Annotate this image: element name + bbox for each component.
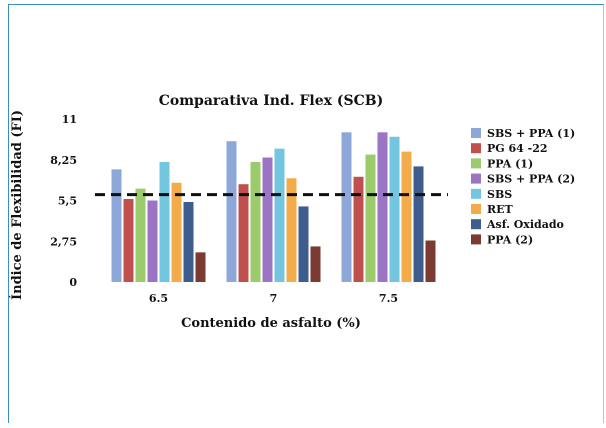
bar	[171, 182, 182, 282]
bar	[274, 148, 285, 282]
bar	[226, 141, 237, 282]
legend-swatch	[471, 188, 481, 199]
bar	[262, 157, 273, 282]
bar	[183, 201, 194, 282]
bar	[238, 184, 249, 282]
legend-label: PPA (2)	[487, 233, 533, 246]
bar	[413, 166, 424, 282]
x-tick-label: 7.5	[379, 292, 398, 305]
legend-label: PPA (1)	[487, 157, 533, 170]
x-tick-label: 6.5	[149, 292, 168, 305]
legend-swatch	[471, 219, 481, 230]
legend-label: SBS + PPA (2)	[487, 173, 575, 186]
legend-swatch	[471, 204, 481, 214]
y-tick-label: 2,75	[50, 235, 77, 248]
bar	[365, 154, 376, 282]
legend-label: RET	[487, 203, 514, 216]
bar	[286, 178, 297, 282]
bar	[353, 176, 364, 282]
bar	[159, 161, 170, 282]
legend-swatch	[471, 143, 481, 154]
legend-swatch	[471, 158, 481, 169]
legend-label: SBS	[487, 188, 512, 201]
legend-swatch	[471, 173, 481, 184]
bar	[111, 169, 122, 282]
bar	[401, 151, 412, 282]
bar	[425, 240, 436, 282]
legend-label: SBS + PPA (1)	[487, 127, 575, 140]
x-axis-ticks: 6.5 7 7.5	[149, 292, 398, 305]
bar	[135, 188, 146, 282]
bar	[250, 161, 261, 282]
x-tick-label: 7	[270, 292, 278, 305]
y-tick-label: 8,25	[50, 154, 77, 167]
bar	[341, 132, 352, 282]
bar	[377, 132, 388, 282]
y-tick-label: 11	[62, 113, 77, 126]
y-axis-ticks: 0 2,75 5,5 8,25 11	[50, 113, 77, 289]
legend-label: PG 64 -22	[487, 142, 548, 155]
bar	[123, 199, 134, 282]
bar-chart: Comparativa Ind. Flex (SCB) Índice de Fl…	[9, 93, 575, 331]
y-tick-label: 0	[69, 276, 77, 289]
legend: SBS + PPA (1) PG 64 -22 PPA (1) SBS + PPA (…	[471, 127, 575, 246]
legend-swatch	[471, 128, 481, 138]
chart-title: Comparativa Ind. Flex (SCB)	[159, 93, 383, 109]
bar	[310, 246, 321, 282]
legend-swatch	[471, 234, 481, 245]
bar-series	[111, 132, 436, 282]
figure-frame: Comparativa Ind. Flex (SCB) Índice de Fl…	[8, 4, 604, 423]
bar	[389, 136, 400, 282]
bar	[147, 200, 158, 282]
legend-label: Asf. Oxidado	[486, 218, 564, 231]
x-axis-label: Contenido de asfalto (%)	[181, 316, 361, 331]
y-axis-label: Índice de Flexibilidad (FI)	[9, 110, 25, 300]
bar	[298, 206, 309, 282]
bar	[195, 252, 206, 282]
y-tick-label: 5,5	[58, 195, 77, 208]
